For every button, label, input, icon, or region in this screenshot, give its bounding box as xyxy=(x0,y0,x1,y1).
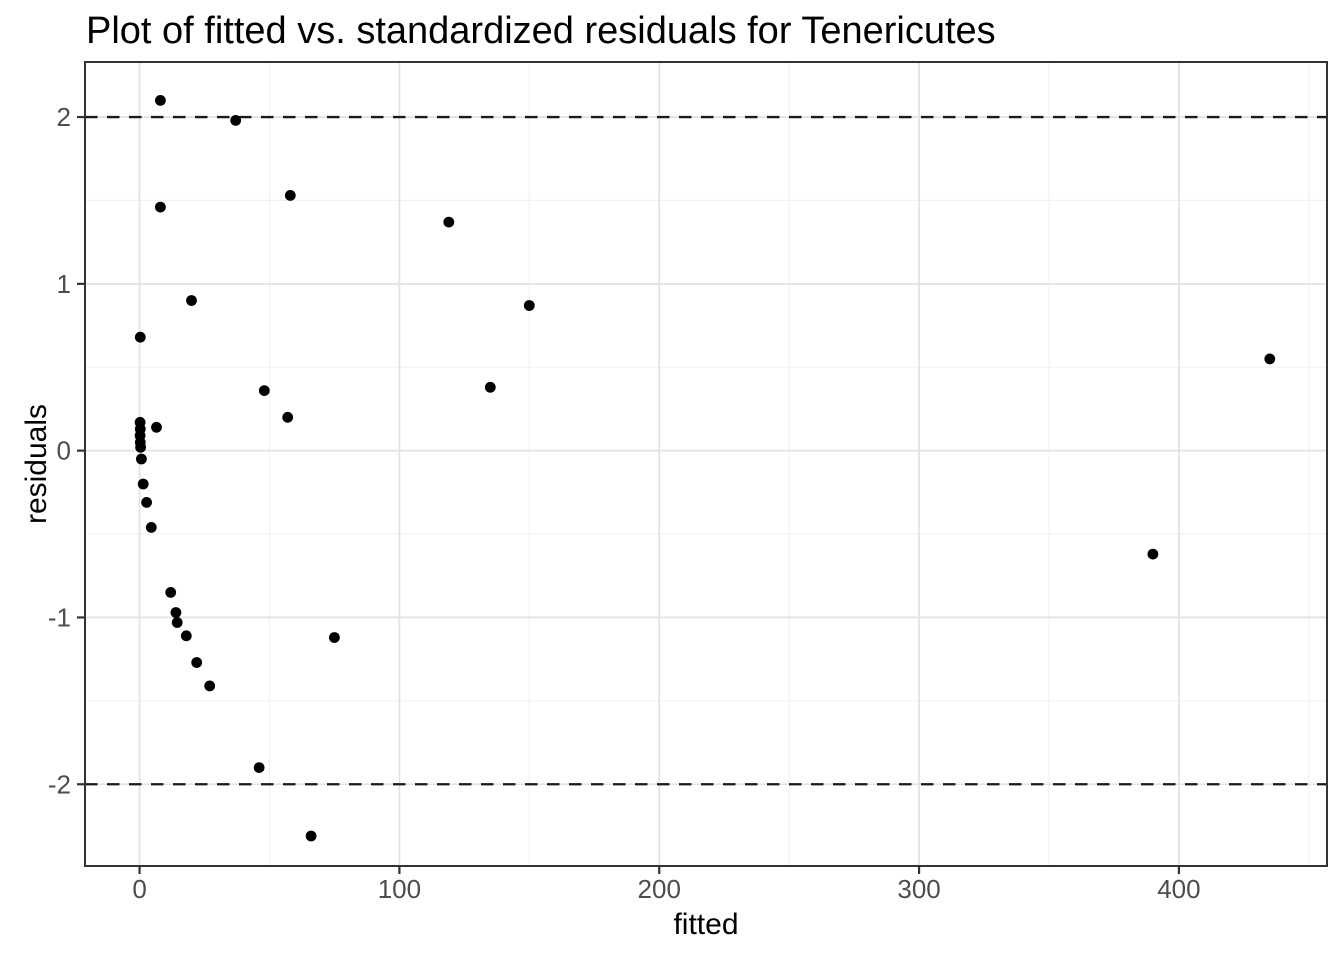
data-point xyxy=(443,216,455,228)
x-tick-label: 100 xyxy=(378,874,421,904)
data-point xyxy=(282,411,294,423)
data-point xyxy=(1147,548,1159,560)
y-tick-label: 0 xyxy=(57,436,71,466)
panel-border xyxy=(84,61,1328,867)
data-point xyxy=(137,478,149,490)
y-tick-label: -1 xyxy=(48,602,71,632)
data-point xyxy=(191,657,203,668)
data-point xyxy=(136,453,147,465)
chart-title: Plot of fitted vs. standardized residual… xyxy=(86,10,996,52)
data-point xyxy=(230,115,242,126)
data-point xyxy=(523,300,535,311)
x-tick-label: 0 xyxy=(132,874,146,904)
data-point xyxy=(253,762,265,773)
x-tick-label: 200 xyxy=(638,874,681,904)
panel-background xyxy=(85,62,1327,866)
data-point xyxy=(258,385,270,396)
data-point xyxy=(141,497,153,508)
data-point xyxy=(155,201,166,213)
data-point xyxy=(171,617,183,628)
x-tick-label: 300 xyxy=(897,874,940,904)
data-point xyxy=(204,680,216,692)
x-tick-label: 400 xyxy=(1157,874,1200,904)
data-point xyxy=(151,421,162,433)
data-point xyxy=(180,630,192,642)
data-point xyxy=(170,607,182,618)
data-point xyxy=(165,587,177,598)
y-tick-label: 2 xyxy=(57,102,71,132)
data-point xyxy=(284,190,296,201)
data-point xyxy=(1264,353,1276,365)
data-point xyxy=(155,95,166,106)
data-point xyxy=(145,522,157,533)
data-point xyxy=(484,381,496,393)
x-axis-title: fitted xyxy=(673,908,739,941)
data-point xyxy=(329,632,340,643)
y-tick-label: 1 xyxy=(57,269,71,299)
data-point xyxy=(305,830,317,842)
y-axis-title: residuals xyxy=(20,403,53,525)
data-point xyxy=(135,441,147,453)
data-point xyxy=(134,331,146,343)
y-tick-label: -2 xyxy=(48,769,71,799)
data-point xyxy=(186,295,197,306)
